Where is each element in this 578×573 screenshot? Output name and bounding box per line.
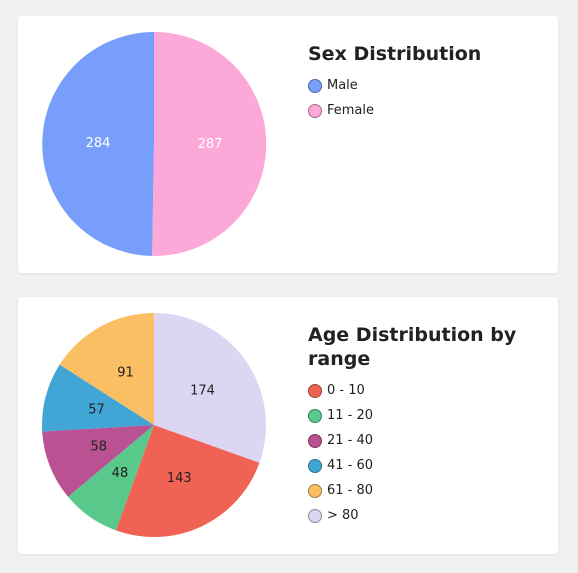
legend-label-over-80: > 80	[327, 508, 359, 523]
age-pie-chart: 143 48 58 57 91 174	[42, 313, 266, 538]
pie-slice-21-40[interactable]	[42, 425, 154, 497]
legend-item-21-40[interactable]: 21 - 40	[308, 428, 548, 453]
pie-slice-0-10[interactable]	[115, 425, 260, 538]
slice-value-female: 287	[198, 137, 223, 152]
sex-chart-title: Sex Distribution	[308, 43, 482, 65]
slice-value-0-10: 143	[167, 471, 192, 486]
legend-swatch-male	[308, 78, 322, 93]
sex-legend: Sex Distribution Male Female	[308, 42, 548, 123]
slice-value-61-80: 91	[117, 365, 134, 380]
legend-item-female[interactable]: Female	[308, 98, 548, 123]
pie-slice-female[interactable]	[152, 31, 267, 256]
pie-slice-over-80[interactable]	[154, 313, 266, 463]
age-distribution-card: 143 48 58 57 91 174 Age Distribution by range…	[18, 297, 558, 554]
slice-value-41-60: 57	[88, 402, 105, 417]
legend-item-11-20[interactable]: 11 - 20	[308, 403, 548, 428]
legend-item-61-80[interactable]: 61 - 80	[308, 478, 548, 503]
legend-swatch-0-10	[308, 383, 322, 398]
legend-label-male: Male	[327, 78, 358, 93]
slice-value-over-80: 174	[190, 383, 215, 398]
legend-label-61-80: 61 - 80	[327, 483, 374, 498]
legend-label-21-40: 21 - 40	[327, 433, 374, 448]
legend-swatch-41-60	[308, 458, 322, 473]
legend-label-41-60: 41 - 60	[327, 458, 374, 473]
legend-item-over-80[interactable]: > 80	[308, 503, 548, 528]
slice-value-male: 284	[86, 136, 111, 151]
legend-swatch-21-40	[308, 433, 322, 448]
sex-distribution-card: 284 287 Sex Distribution Male Female	[18, 16, 558, 273]
legend-item-male[interactable]: Male	[308, 73, 548, 98]
legend-swatch-11-20	[308, 408, 322, 423]
age-legend: Age Distribution by range 0 - 10 11 - 20…	[308, 323, 548, 528]
pie-slice-41-60[interactable]	[42, 364, 154, 432]
legend-item-0-10[interactable]: 0 - 10	[308, 378, 548, 403]
legend-swatch-female	[308, 103, 322, 118]
slice-value-11-20: 48	[112, 466, 129, 481]
legend-swatch-61-80	[308, 483, 322, 498]
age-chart-title: Age Distribution by range	[308, 324, 517, 370]
legend-label-female: Female	[327, 103, 375, 118]
sex-pie-chart: 284 287	[42, 31, 267, 256]
legend-label-11-20: 11 - 20	[327, 408, 374, 423]
pie-slice-male[interactable]	[42, 32, 154, 256]
pie-slice-61-80[interactable]	[59, 313, 154, 425]
pie-slice-11-20[interactable]	[68, 425, 154, 531]
slice-value-21-40: 58	[91, 439, 108, 454]
legend-swatch-over-80	[308, 508, 322, 523]
legend-label-0-10: 0 - 10	[327, 383, 365, 398]
legend-item-41-60[interactable]: 41 - 60	[308, 453, 548, 478]
